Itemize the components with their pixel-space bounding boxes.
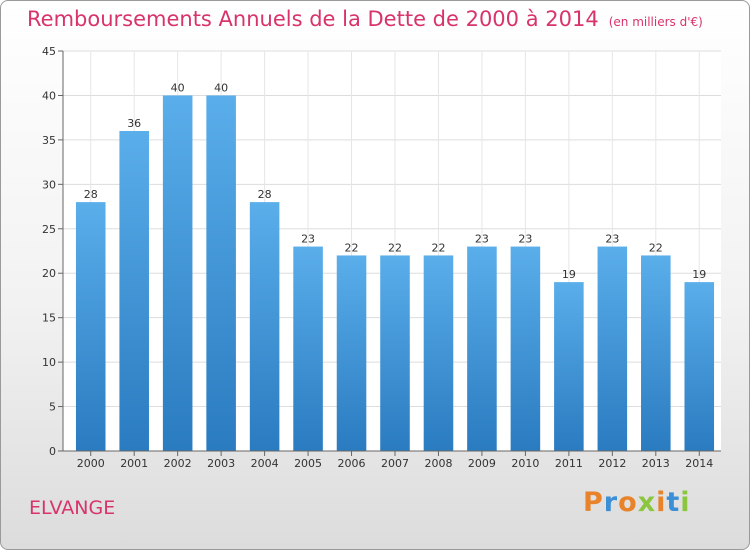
y-tick-label: 20: [42, 267, 56, 280]
x-tick-label: 2008: [424, 457, 452, 470]
bar: [467, 246, 497, 451]
y-tick-label: 45: [42, 45, 56, 58]
x-tick-label: 2012: [598, 457, 626, 470]
bar-value-label: 28: [84, 188, 98, 201]
bar-value-label: 19: [692, 268, 706, 281]
bar: [206, 95, 236, 451]
x-tick-label: 2001: [120, 457, 148, 470]
logo-letter: o: [618, 487, 638, 518]
bar: [641, 255, 671, 451]
x-tick-label: 2013: [642, 457, 670, 470]
x-tick-label: 2005: [294, 457, 322, 470]
bar: [119, 131, 149, 451]
x-tick-label: 2007: [381, 457, 409, 470]
y-tick-label: 35: [42, 134, 56, 147]
y-tick-label: 25: [42, 223, 56, 236]
y-tick-label: 0: [49, 445, 56, 458]
y-tick-label: 10: [42, 356, 56, 369]
x-tick-label: 2009: [468, 457, 496, 470]
bar-value-label: 36: [127, 117, 141, 130]
logo-letter: i: [680, 487, 691, 518]
chart-title-text: Remboursements Annuels de la Dette de 20…: [27, 7, 599, 31]
x-tick-label: 2003: [207, 457, 235, 470]
bar-value-label: 22: [431, 241, 445, 254]
bar: [293, 246, 323, 451]
bar: [162, 95, 193, 451]
logo-letter: P: [583, 487, 604, 518]
x-tick-label: 2000: [77, 457, 105, 470]
bar: [597, 246, 628, 451]
logo-letter: t: [666, 487, 681, 518]
logo-letter: x: [637, 487, 657, 518]
y-tick-label: 5: [49, 401, 56, 414]
bar-value-label: 23: [475, 233, 489, 246]
bar-value-label: 28: [258, 188, 272, 201]
bar-value-label: 40: [214, 81, 228, 94]
bar-value-label: 23: [605, 233, 619, 246]
bar-value-label: 40: [171, 81, 185, 94]
logo-letter: i: [656, 487, 667, 518]
bar: [249, 202, 280, 451]
city-name: ELVANGE: [29, 497, 116, 519]
proxiti-logo[interactable]: Proxiti: [583, 487, 691, 518]
bar-value-label: 22: [345, 241, 359, 254]
x-tick-label: 2002: [164, 457, 192, 470]
logo-letter: r: [603, 487, 619, 518]
bar-value-label: 19: [562, 268, 576, 281]
bar: [380, 255, 410, 451]
y-tick-label: 30: [42, 178, 56, 191]
chart-unit: (en milliers d'€): [608, 15, 703, 29]
x-tick-label: 2004: [251, 457, 279, 470]
x-tick-label: 2010: [511, 457, 539, 470]
y-tick-label: 15: [42, 312, 56, 325]
bar-value-label: 23: [301, 233, 315, 246]
bar: [75, 202, 106, 451]
bar: [554, 282, 584, 451]
bar: [510, 246, 541, 451]
bar-value-label: 22: [649, 241, 663, 254]
bar: [336, 255, 367, 451]
x-tick-label: 2014: [685, 457, 713, 470]
x-tick-label: 2006: [338, 457, 366, 470]
bar-value-label: 22: [388, 241, 402, 254]
y-tick-label: 40: [42, 89, 56, 102]
x-tick-label: 2011: [555, 457, 583, 470]
chart-title: Remboursements Annuels de la Dette de 20…: [27, 7, 703, 31]
bar: [684, 282, 715, 451]
bar-value-label: 23: [518, 233, 532, 246]
bar: [423, 255, 454, 451]
